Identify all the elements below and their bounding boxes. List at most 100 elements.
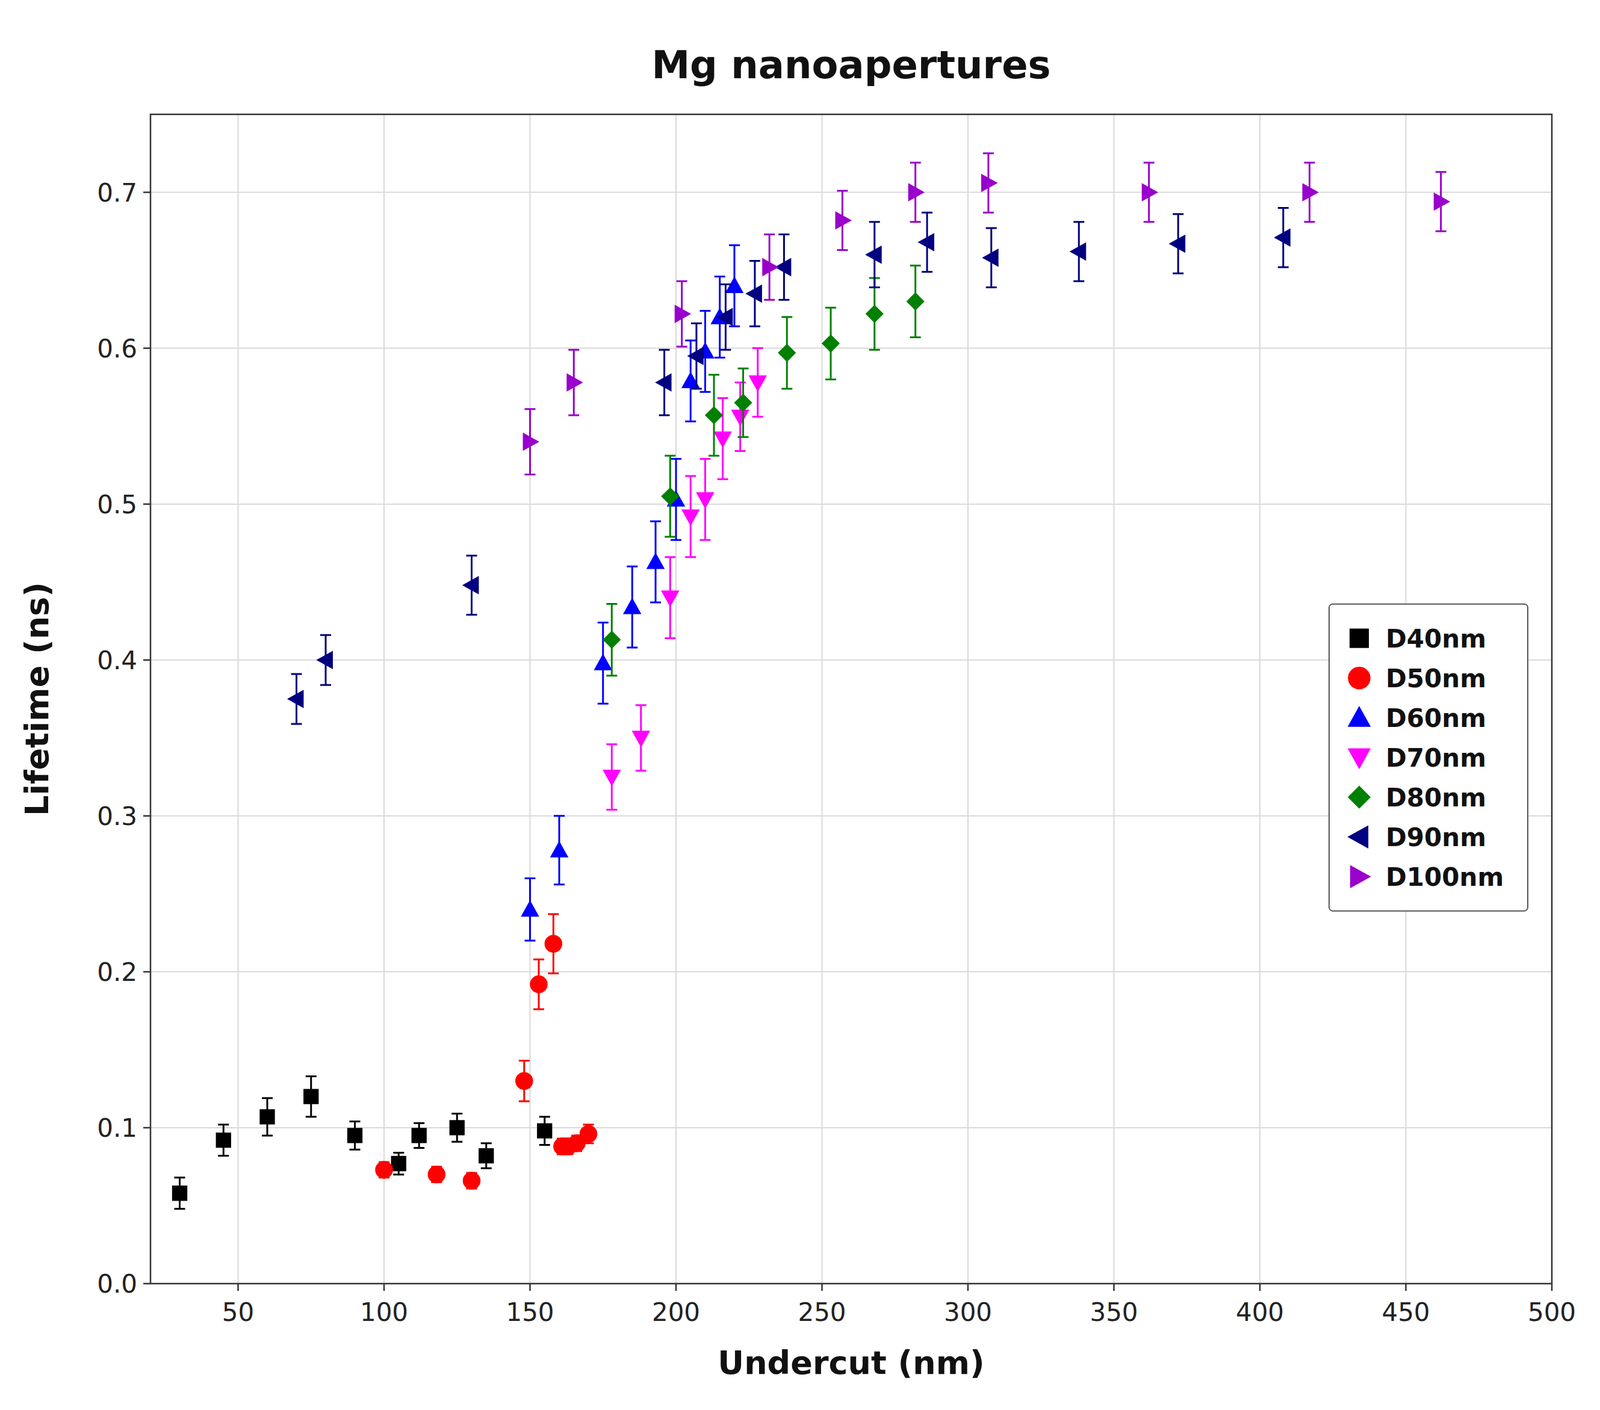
tick-x [675, 1283, 678, 1292]
grid-line-y [150, 971, 1552, 973]
point [216, 1133, 231, 1148]
tick-x [529, 1283, 531, 1292]
point [523, 433, 539, 451]
point [411, 1128, 427, 1144]
grid-line-x [1113, 114, 1115, 1284]
series-3 [603, 348, 767, 811]
legend-label: D70nm [1385, 743, 1487, 773]
point [550, 842, 568, 858]
point [716, 308, 732, 326]
tick-y [143, 815, 151, 818]
tick-y [143, 191, 151, 194]
point [688, 347, 704, 365]
point [822, 335, 840, 353]
point [347, 1128, 363, 1144]
point [714, 432, 732, 448]
series-0 [172, 1076, 552, 1209]
point [375, 1161, 393, 1179]
grid-line-y [150, 347, 1552, 350]
point [1070, 243, 1086, 261]
series-1 [375, 914, 598, 1190]
tick-y [143, 347, 151, 350]
tick-x [1113, 1283, 1115, 1292]
grid-line-x [821, 114, 823, 1284]
plot-frame [150, 114, 1552, 1284]
point [1274, 229, 1290, 247]
tick-label-y: 0.4 [96, 645, 138, 676]
grid-line-x [383, 114, 385, 1284]
tick-y [143, 1283, 151, 1286]
point [1169, 235, 1185, 253]
point [521, 901, 539, 917]
tick-x [383, 1283, 386, 1292]
point [749, 375, 767, 391]
point [603, 631, 621, 649]
point [544, 935, 562, 953]
legend-label: D60nm [1385, 703, 1487, 734]
point [391, 1156, 406, 1172]
tick-y [143, 971, 151, 974]
grid [150, 114, 1552, 1284]
tick-label-x: 400 [1235, 1297, 1284, 1328]
point [515, 1072, 533, 1090]
title: Mg nanoapertures [651, 42, 1051, 88]
legend-label: D90nm [1385, 822, 1487, 853]
series-4 [603, 265, 924, 676]
tick-label-y: 0.1 [96, 1113, 138, 1144]
tick-y [143, 1127, 151, 1130]
legend-marker [1350, 866, 1371, 888]
tick-x [1551, 1283, 1554, 1292]
point [866, 246, 882, 264]
point [981, 174, 997, 192]
point [675, 305, 691, 323]
tick-y [143, 503, 151, 506]
point [479, 1149, 494, 1164]
point [697, 493, 714, 509]
tick-label-y: 0.3 [96, 801, 138, 832]
point [778, 344, 796, 362]
point [603, 770, 621, 786]
legend-label: D100nm [1385, 862, 1504, 893]
tick-label-x: 500 [1527, 1297, 1576, 1328]
point [449, 1120, 465, 1136]
tick-label-y: 0.7 [96, 178, 138, 208]
point [835, 211, 851, 229]
point [682, 509, 699, 525]
legend-marker [1348, 748, 1371, 769]
grid-line-x [1259, 114, 1261, 1284]
point [427, 1166, 445, 1184]
point [463, 576, 479, 594]
point [762, 258, 778, 276]
tick-label-x: 350 [1089, 1297, 1138, 1328]
legend: D40nmD50nmD60nmD70nmD80nmD90nmD100nm [1329, 604, 1528, 912]
legend-marker [1350, 629, 1369, 648]
legend-label: D80nm [1385, 783, 1487, 813]
point [746, 285, 762, 303]
point [172, 1186, 188, 1201]
grid-line-y [150, 503, 1552, 506]
chart: 501001502002503003504004505000.00.10.20.… [0, 0, 1600, 1410]
grid-line-x [237, 114, 239, 1284]
point [260, 1110, 275, 1125]
point [918, 233, 934, 251]
point [288, 691, 304, 708]
legend-marker [1348, 786, 1371, 809]
legend-label: D40nm [1385, 624, 1487, 654]
legend-marker [1348, 826, 1368, 849]
background [0, 0, 1600, 1410]
tick-x [237, 1283, 239, 1292]
legend-marker [1348, 667, 1371, 690]
tick-x [1259, 1283, 1262, 1292]
point [1302, 184, 1318, 202]
legend-frame [1329, 604, 1528, 912]
point [661, 591, 679, 607]
point [463, 1172, 481, 1190]
tick-label-x: 150 [505, 1297, 554, 1328]
point [907, 293, 925, 311]
point [908, 184, 925, 202]
x-axis-label: Undercut (nm) [717, 1344, 985, 1383]
point [623, 598, 641, 614]
series-5 [288, 207, 1291, 725]
data [172, 153, 1450, 1210]
y-axis-label: Lifetime (ns) [18, 582, 56, 817]
